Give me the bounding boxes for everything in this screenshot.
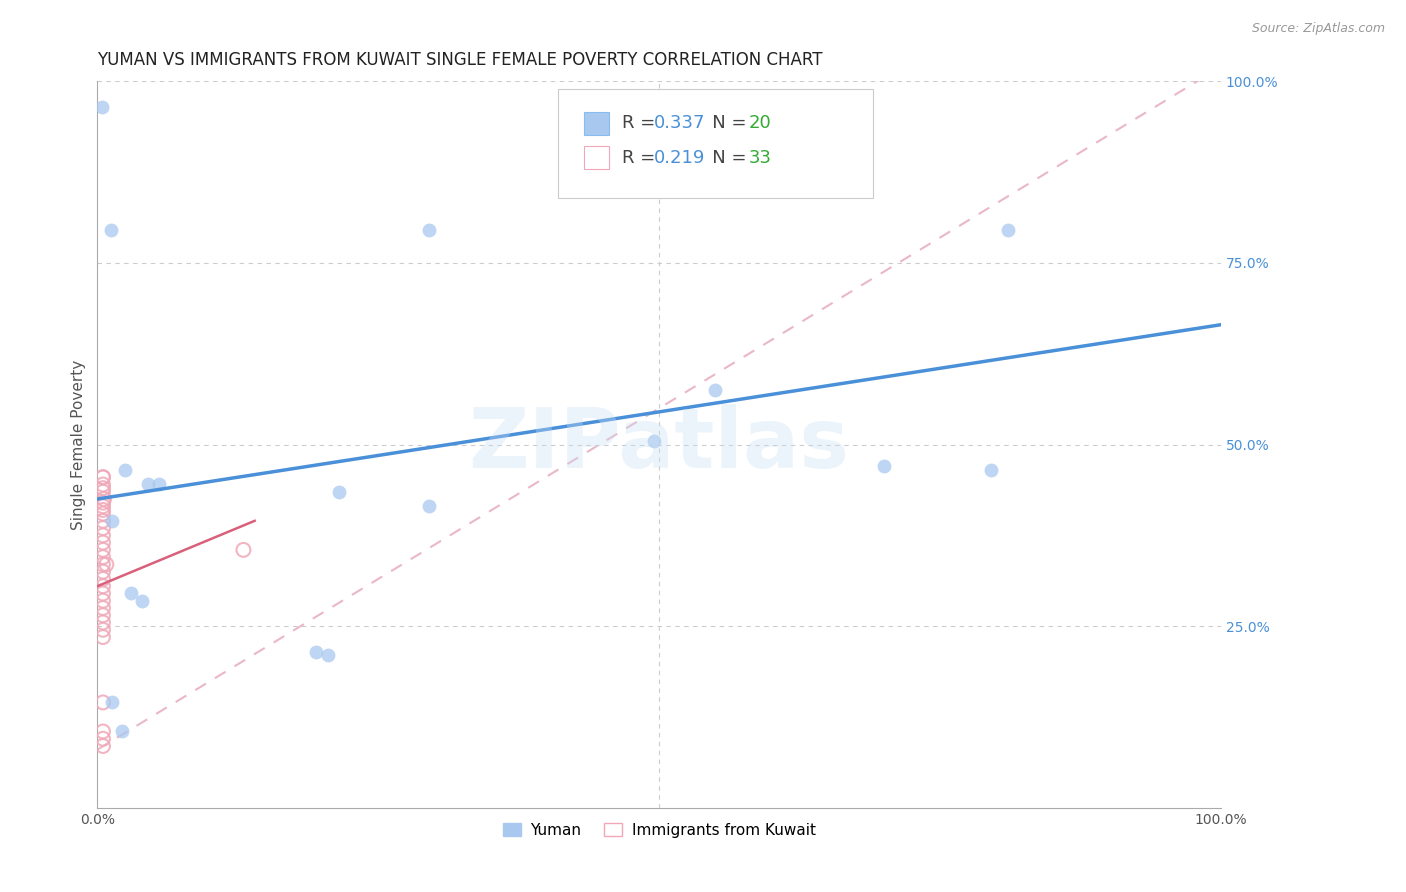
Point xyxy=(91,477,114,491)
Point xyxy=(91,615,114,630)
Point xyxy=(91,593,114,607)
Legend: Yuman, Immigrants from Kuwait: Yuman, Immigrants from Kuwait xyxy=(496,816,821,844)
Point xyxy=(90,100,112,114)
Text: 33: 33 xyxy=(749,149,772,167)
Point xyxy=(114,463,136,477)
Point xyxy=(305,644,328,658)
Point xyxy=(873,459,896,474)
Point xyxy=(91,630,114,644)
Point xyxy=(91,521,114,535)
Point xyxy=(91,484,114,499)
Point xyxy=(91,481,114,495)
Point xyxy=(232,542,254,557)
Point xyxy=(91,724,114,739)
Point xyxy=(418,500,440,514)
Point xyxy=(148,477,170,491)
Text: Source: ZipAtlas.com: Source: ZipAtlas.com xyxy=(1251,22,1385,36)
Point xyxy=(91,558,114,572)
Point xyxy=(91,731,114,746)
Text: R =: R = xyxy=(621,149,661,167)
Point xyxy=(91,579,114,593)
Point xyxy=(91,514,114,528)
Point xyxy=(997,223,1019,237)
Point xyxy=(120,586,142,600)
Point xyxy=(100,223,122,237)
Point xyxy=(328,484,350,499)
Point xyxy=(91,695,114,709)
Point xyxy=(91,496,114,510)
Text: 20: 20 xyxy=(749,114,772,133)
Text: 0.337: 0.337 xyxy=(654,114,704,133)
Text: R =: R = xyxy=(621,114,661,133)
Point xyxy=(316,648,339,663)
Point xyxy=(91,601,114,615)
Point xyxy=(101,695,124,709)
Text: N =: N = xyxy=(695,114,752,133)
Point xyxy=(980,463,1002,477)
Y-axis label: Single Female Poverty: Single Female Poverty xyxy=(72,359,86,530)
Point xyxy=(91,586,114,600)
FancyBboxPatch shape xyxy=(583,146,609,169)
Point xyxy=(111,724,134,739)
Point xyxy=(704,383,727,397)
Point xyxy=(91,535,114,549)
Point xyxy=(91,550,114,565)
Point xyxy=(91,565,114,579)
Point xyxy=(91,500,114,514)
Point xyxy=(91,623,114,637)
Point xyxy=(101,514,124,528)
Point xyxy=(91,608,114,623)
Point xyxy=(91,542,114,557)
Point xyxy=(96,558,118,572)
Point xyxy=(643,434,665,448)
Point xyxy=(136,477,159,491)
Point xyxy=(131,593,153,607)
Point xyxy=(91,470,114,484)
Text: 0.219: 0.219 xyxy=(654,149,704,167)
Point xyxy=(91,739,114,753)
Text: N =: N = xyxy=(695,149,752,167)
Point xyxy=(91,503,114,517)
Point xyxy=(91,507,114,521)
Text: ZIPatlas: ZIPatlas xyxy=(468,404,849,485)
Point xyxy=(91,572,114,586)
Text: YUMAN VS IMMIGRANTS FROM KUWAIT SINGLE FEMALE POVERTY CORRELATION CHART: YUMAN VS IMMIGRANTS FROM KUWAIT SINGLE F… xyxy=(97,51,823,69)
Point xyxy=(91,470,114,484)
FancyBboxPatch shape xyxy=(558,88,873,197)
Point xyxy=(93,491,115,506)
FancyBboxPatch shape xyxy=(583,112,609,135)
Point xyxy=(418,223,440,237)
Point xyxy=(91,528,114,542)
